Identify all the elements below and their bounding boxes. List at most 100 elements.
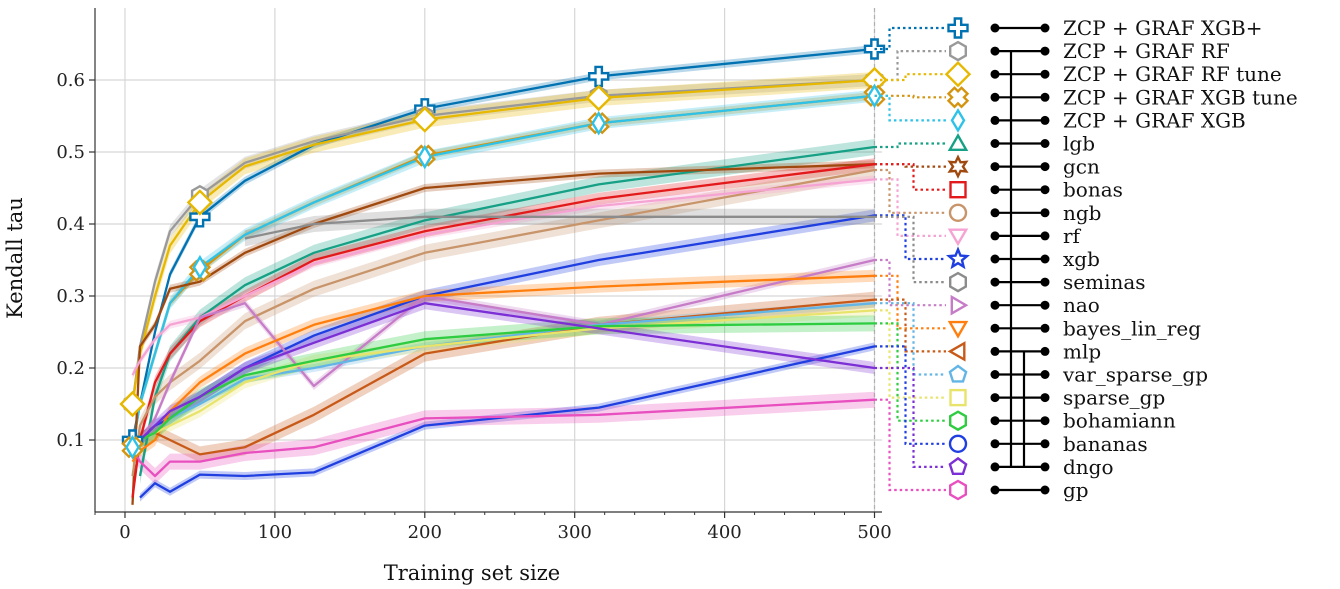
legend-rank-dot	[990, 208, 1000, 218]
legend-connector	[874, 142, 946, 149]
legend-label: gp	[1063, 478, 1089, 502]
legend-label: ngb	[1063, 201, 1102, 225]
x-tick-label: 500	[857, 522, 891, 543]
confidence-bands	[132, 45, 875, 509]
legend-marker	[949, 388, 967, 407]
legend-rank-dot	[1040, 416, 1050, 426]
y-tick-label: 0.3	[56, 286, 85, 307]
legend-connector	[874, 322, 946, 422]
legend-rank-dot	[1040, 46, 1050, 56]
legend-rank-dot	[990, 370, 1000, 379]
legend-marker	[949, 479, 967, 501]
legend-rank-dot	[990, 46, 1000, 56]
confidence-band	[132, 291, 875, 463]
legend-connector	[874, 398, 946, 492]
data-point	[119, 390, 146, 418]
series-line	[131, 78, 875, 405]
legend-rank-dot	[1040, 139, 1050, 148]
legend-rank-dot	[1040, 231, 1050, 241]
legend-marker	[948, 434, 968, 453]
legend-rank-dot	[990, 346, 1000, 356]
legend-connector	[874, 94, 946, 99]
series-line	[131, 94, 875, 448]
legend-marker	[948, 203, 968, 223]
legend-rank-dot	[990, 485, 1000, 495]
legend-label: bohamiann	[1063, 409, 1176, 433]
legend-label: ZCP + GRAF XGB tune	[1063, 85, 1298, 109]
legend-marker	[948, 456, 968, 475]
legend-marker	[948, 364, 968, 383]
legend-connector	[874, 345, 946, 445]
legend-rank-dot	[990, 231, 1000, 241]
series-line	[131, 178, 875, 376]
x-tick-label: 400	[707, 522, 741, 543]
data-point	[186, 189, 214, 216]
legend-rank-dot	[990, 254, 1000, 264]
legend-marker	[947, 154, 969, 179]
legend-label: seminas	[1063, 270, 1146, 294]
significance-brackets	[1009, 51, 1026, 467]
series-line	[131, 168, 875, 477]
confidence-band	[140, 209, 875, 446]
series-line	[139, 345, 875, 499]
legend-marker	[949, 180, 967, 199]
series-line	[131, 78, 875, 405]
legend-label: xgb	[1063, 247, 1100, 271]
legend-rank-dot	[1040, 462, 1050, 472]
legend-label: lgb	[1063, 132, 1095, 156]
legend-label: ZCP + GRAF XGB	[1063, 108, 1246, 132]
legend-rank-dot	[990, 139, 1000, 148]
legend-connector	[874, 258, 946, 307]
legend-label: ZCP + GRAF XGB+	[1063, 16, 1263, 40]
legend-label: nao	[1063, 293, 1100, 317]
legend-connector	[874, 163, 946, 168]
legend-rank-dot	[990, 92, 1000, 102]
axes: 0 100 200 300 400 500 0.1 0.2 0.3 0.4 0.5 0.6	[56, 8, 892, 543]
legend-rank-dot	[990, 323, 1000, 333]
legend-label: rf	[1063, 224, 1082, 248]
series-line	[138, 145, 875, 477]
series-lines	[131, 47, 875, 505]
data-point	[189, 206, 211, 228]
legend-marker	[949, 271, 967, 293]
legend-connector	[874, 94, 946, 122]
legend-rank-dot	[990, 439, 1000, 449]
legend-rank-dot	[1040, 69, 1050, 79]
legend-rank-dot	[1040, 115, 1050, 125]
series-line	[131, 258, 875, 449]
confidence-band	[132, 391, 875, 484]
series-line	[131, 47, 875, 441]
legend-label: var_sparse_gp	[1062, 363, 1208, 387]
legend-connector	[874, 214, 946, 261]
x-axis-label: Training set size	[384, 561, 560, 585]
x-tick-label: 300	[558, 522, 592, 543]
legend-connector	[874, 73, 946, 82]
legend-rank-dot	[1040, 92, 1050, 102]
legend-marker	[947, 341, 966, 362]
data-point	[585, 84, 612, 112]
data-point	[411, 106, 438, 133]
legend-rank-dot	[990, 69, 1000, 79]
x-tick-label: 100	[258, 522, 292, 543]
y-tick-label: 0.5	[56, 142, 85, 163]
legend-rank-dot	[1040, 23, 1050, 33]
legend-label: gcn	[1063, 155, 1100, 179]
legend-connector	[874, 168, 946, 214]
series-line	[244, 215, 875, 240]
legend-label: ZCP + GRAF RF	[1063, 39, 1230, 63]
legend-rank-dot	[1040, 254, 1050, 264]
legend-label: sparse_gp	[1063, 386, 1165, 410]
series-line	[131, 398, 875, 478]
legend-connector	[874, 366, 946, 468]
confidence-band	[132, 269, 875, 468]
y-axis-label: Kendall tau	[3, 197, 27, 319]
legend-rank-dot	[1040, 439, 1050, 449]
series-line	[131, 163, 875, 505]
confidence-band	[140, 139, 875, 484]
x-tick-label: 0	[119, 522, 130, 543]
legend-rank-dot	[990, 393, 1000, 403]
confidence-band	[132, 315, 875, 463]
legend-label: dngo	[1063, 455, 1114, 479]
legend-rank-dot	[1040, 162, 1050, 172]
